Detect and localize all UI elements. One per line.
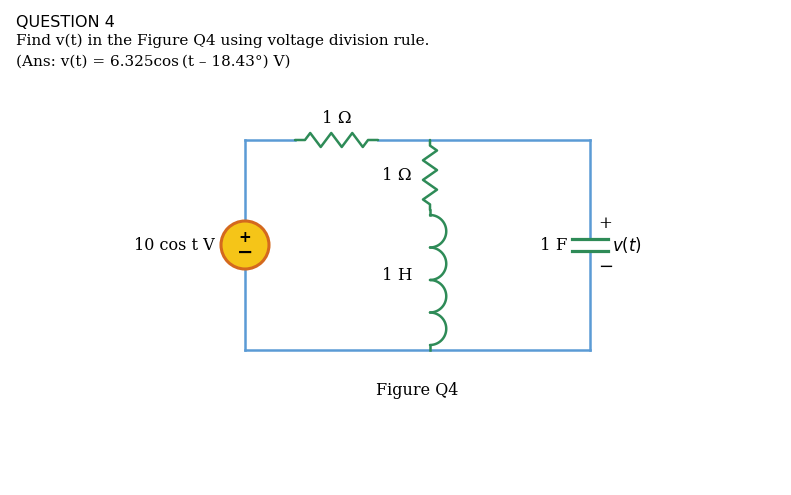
Text: 1 Ω: 1 Ω — [322, 110, 351, 127]
Text: −: − — [237, 243, 253, 261]
Text: +: + — [239, 231, 252, 246]
Text: −: − — [598, 258, 613, 276]
Text: $v(t)$: $v(t)$ — [612, 235, 642, 255]
Text: 10 cos t V: 10 cos t V — [134, 237, 215, 253]
Text: Find v(t) in the Figure Q4 using voltage division rule.: Find v(t) in the Figure Q4 using voltage… — [16, 34, 430, 49]
Text: Figure Q4: Figure Q4 — [377, 382, 459, 399]
Text: (Ans: v(t) = 6.325cos (t – 18.43°) V): (Ans: v(t) = 6.325cos (t – 18.43°) V) — [16, 55, 290, 69]
Text: 1 Ω: 1 Ω — [382, 166, 412, 184]
Circle shape — [221, 221, 269, 269]
Text: 1 H: 1 H — [381, 266, 412, 284]
Text: 1 F: 1 F — [540, 237, 568, 253]
Text: QUESTION 4: QUESTION 4 — [16, 15, 115, 30]
Text: +: + — [598, 214, 612, 232]
